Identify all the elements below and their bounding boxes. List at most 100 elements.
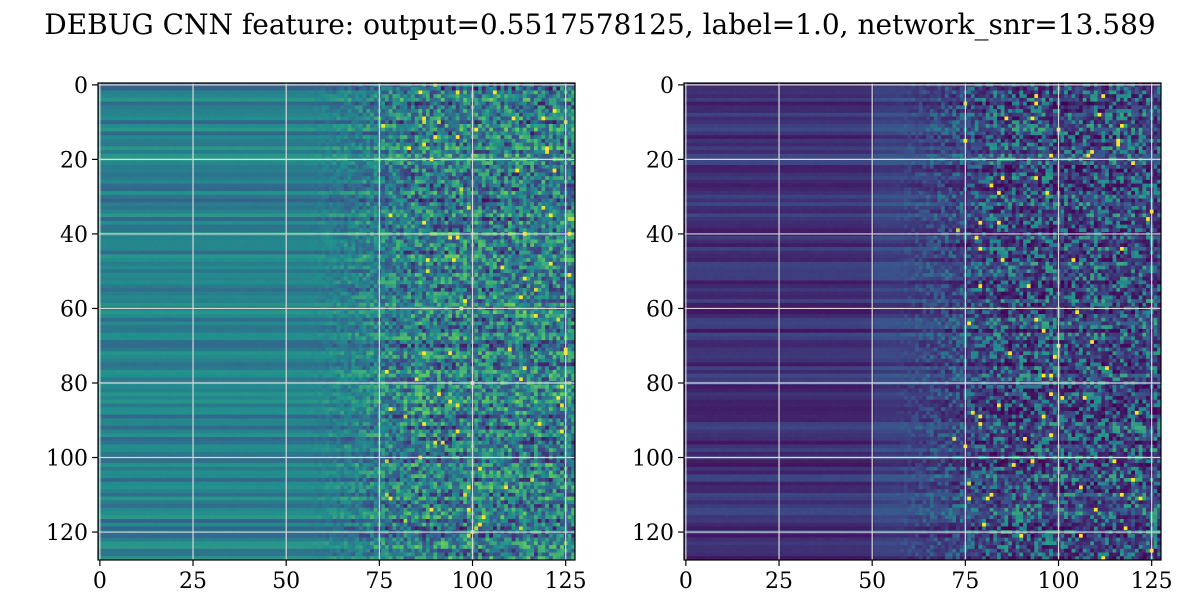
heatmap-cell: [146, 191, 150, 195]
heatmap-cell: [150, 87, 154, 91]
heatmap-cell: [240, 169, 244, 173]
heatmap-cell: [154, 180, 158, 184]
heatmap-cell: [504, 199, 508, 203]
heatmap-cell: [214, 195, 218, 199]
heatmap-cell: [199, 202, 203, 206]
heatmap-cell: [176, 191, 180, 195]
heatmap-cell: [478, 165, 482, 169]
heatmap-cell: [351, 135, 355, 139]
heatmap-cell: [426, 139, 430, 143]
heatmap-cell: [508, 217, 512, 221]
heatmap-cell: [448, 102, 452, 106]
heatmap-cell: [329, 172, 333, 176]
heatmap-cell: [489, 143, 493, 147]
heatmap-cell: [139, 146, 143, 150]
heatmap-cell: [422, 176, 426, 180]
heatmap-cell: [385, 98, 389, 102]
heatmap-cell: [109, 195, 113, 199]
heatmap-cell: [374, 139, 378, 143]
heatmap-cell: [266, 154, 270, 158]
heatmap-cell: [214, 143, 218, 147]
heatmap-cell: [560, 210, 564, 214]
heatmap-cell: [124, 146, 128, 150]
heatmap-cell: [392, 94, 396, 98]
heatmap-cell: [247, 113, 251, 117]
heatmap-cell: [549, 210, 553, 214]
heatmap-cell: [109, 113, 113, 117]
heatmap-cell: [489, 165, 493, 169]
heatmap-cell: [314, 135, 318, 139]
heatmap-cell: [314, 191, 318, 195]
heatmap-cell: [366, 90, 370, 94]
heatmap-cell: [318, 210, 322, 214]
heatmap-cell: [482, 150, 486, 154]
heatmap-cell: [318, 187, 322, 191]
heatmap-cell: [143, 113, 147, 117]
heatmap-cell: [176, 98, 180, 102]
heatmap-cell: [296, 150, 300, 154]
heatmap-cell: [545, 146, 549, 150]
heatmap-cell: [161, 94, 165, 98]
heatmap-cell: [180, 143, 184, 147]
heatmap-cell: [273, 184, 277, 188]
heatmap-cell: [534, 120, 538, 124]
heatmap-cell: [560, 87, 564, 91]
heatmap-cell: [523, 210, 527, 214]
heatmap-cell: [292, 165, 296, 169]
heatmap-cell: [180, 169, 184, 173]
heatmap-cell: [310, 195, 314, 199]
heatmap-cell: [519, 195, 523, 199]
heatmap-cell: [448, 109, 452, 113]
heatmap-cell: [310, 199, 314, 203]
heatmap-cell: [385, 90, 389, 94]
heatmap-cell: [173, 117, 177, 121]
heatmap-cell: [553, 199, 557, 203]
heatmap-cell: [478, 154, 482, 158]
heatmap-cell: [549, 146, 553, 150]
heatmap-cell: [541, 117, 545, 121]
heatmap-cell: [381, 172, 385, 176]
heatmap-cell: [329, 210, 333, 214]
heatmap-cell: [348, 213, 352, 217]
heatmap-cell: [508, 105, 512, 109]
heatmap-cell: [418, 150, 422, 154]
heatmap-cell: [217, 128, 221, 132]
heatmap-cell: [169, 202, 173, 206]
heatmap-cell: [247, 161, 251, 165]
heatmap-cell: [493, 120, 497, 124]
heatmap-cell: [105, 195, 109, 199]
heatmap-cell: [486, 102, 490, 106]
heatmap-cell: [195, 180, 199, 184]
heatmap-cell: [389, 202, 393, 206]
heatmap-cell: [366, 109, 370, 113]
heatmap-cell: [258, 143, 262, 147]
heatmap-cell: [217, 90, 221, 94]
heatmap-cell: [206, 113, 210, 117]
heatmap-cell: [232, 217, 236, 221]
heatmap-cell: [195, 117, 199, 121]
heatmap-cell: [202, 213, 206, 217]
heatmap-cell: [117, 221, 121, 225]
heatmap-cell: [411, 213, 415, 217]
heatmap-cell: [132, 105, 136, 109]
heatmap-cell: [281, 105, 285, 109]
heatmap-cell: [426, 225, 430, 229]
heatmap-cell: [243, 143, 247, 147]
heatmap-cell: [187, 90, 191, 94]
heatmap-cell: [411, 169, 415, 173]
heatmap-cell: [221, 191, 225, 195]
heatmap-cell: [150, 98, 154, 102]
heatmap-cell: [310, 172, 314, 176]
heatmap-cell: [400, 221, 404, 225]
heatmap-cell: [173, 150, 177, 154]
heatmap-cell: [187, 102, 191, 106]
heatmap-cell: [109, 102, 113, 106]
heatmap-cell: [534, 191, 538, 195]
heatmap-cell: [396, 139, 400, 143]
heatmap-cell: [568, 221, 572, 225]
heatmap-cell: [176, 131, 180, 135]
heatmap-cell: [322, 172, 326, 176]
heatmap-cell: [288, 217, 292, 221]
heatmap-cell: [512, 105, 516, 109]
heatmap-cell: [314, 150, 318, 154]
